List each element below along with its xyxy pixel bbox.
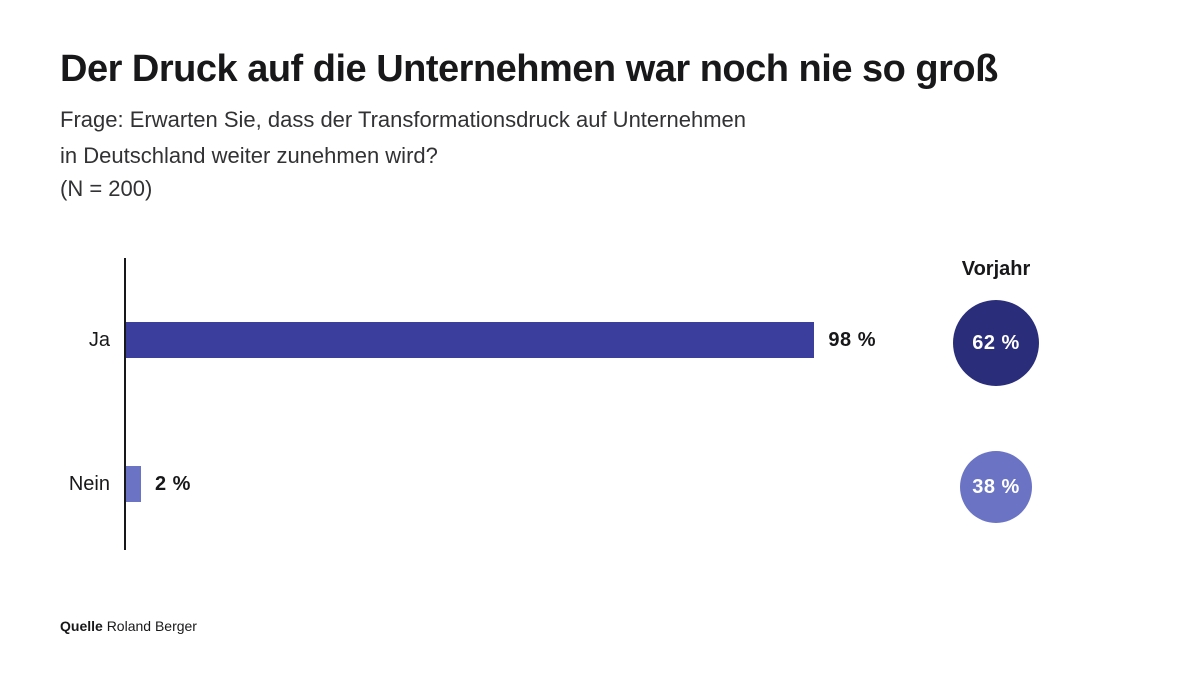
chart-subtitle-line1: Frage: Erwarten Sie, dass der Transforma… (60, 105, 1140, 135)
row-label-nein: Nein (60, 473, 124, 496)
vorjahr-circle-ja-label: 62 % (972, 332, 1020, 355)
source-line: Quelle Roland Berger (60, 618, 197, 634)
chart-area: Ja Nein 98 % 2 % (60, 258, 1140, 550)
chart-subtitle-n: (N = 200) (60, 176, 1140, 202)
row-labels-column: Ja Nein (60, 258, 124, 550)
bar-nein (126, 466, 141, 502)
source-label: Quelle (60, 618, 103, 634)
vorjahr-header: Vorjahr (962, 258, 1031, 281)
row-label-ja: Ja (60, 329, 124, 352)
bar-value-nein: 2 % (155, 473, 191, 496)
vorjahr-circle-nein-label: 38 % (972, 476, 1020, 499)
vorjahr-column: Vorjahr 62 % 38 % (916, 258, 1076, 535)
bar-value-ja: 98 % (828, 329, 876, 352)
vorjahr-circle-nein: 38 % (960, 451, 1032, 523)
chart-subtitle-line2: in Deutschland weiter zunehmen wird? (60, 141, 1140, 171)
source-name: Roland Berger (107, 618, 197, 634)
bar-ja (126, 322, 814, 358)
bars-column: 98 % 2 % (124, 258, 876, 550)
chart-title: Der Druck auf die Unternehmen war noch n… (60, 48, 1140, 91)
vorjahr-circle-ja: 62 % (953, 300, 1039, 386)
